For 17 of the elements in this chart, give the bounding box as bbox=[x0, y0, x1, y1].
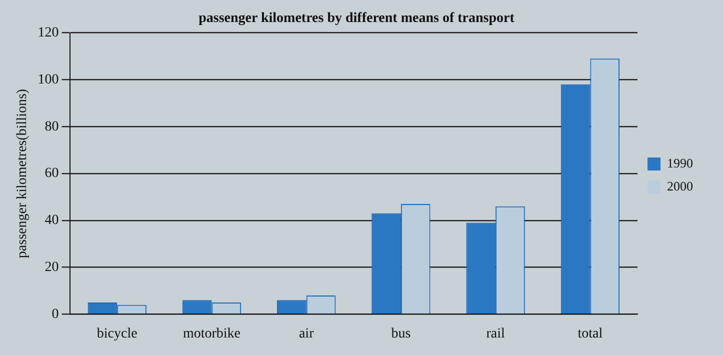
x-tick-label: air bbox=[298, 326, 314, 342]
y-tick-label: 20 bbox=[44, 260, 59, 275]
x-tick-label: total bbox=[578, 326, 603, 342]
y-tick-label: 80 bbox=[44, 119, 59, 134]
legend-label: 1990 bbox=[667, 155, 693, 170]
y-tick-label: 120 bbox=[38, 25, 59, 40]
y-axis-title: passenger kilometres(billions) bbox=[15, 88, 30, 258]
x-tick-label: motorbike bbox=[182, 326, 240, 342]
chart-title: passenger kilometres by different means of transport bbox=[198, 11, 515, 26]
x-tick-label: bicycle bbox=[96, 326, 138, 342]
x-tick-label: bus bbox=[391, 326, 411, 342]
legend-label: 2000 bbox=[667, 178, 693, 194]
y-tick-label: 0 bbox=[52, 306, 59, 322]
y-tick-label: 60 bbox=[44, 166, 59, 182]
y-tick-label: 100 bbox=[38, 72, 59, 88]
y-tick-label: 40 bbox=[44, 213, 59, 228]
x-tick-label: rail bbox=[486, 326, 506, 342]
